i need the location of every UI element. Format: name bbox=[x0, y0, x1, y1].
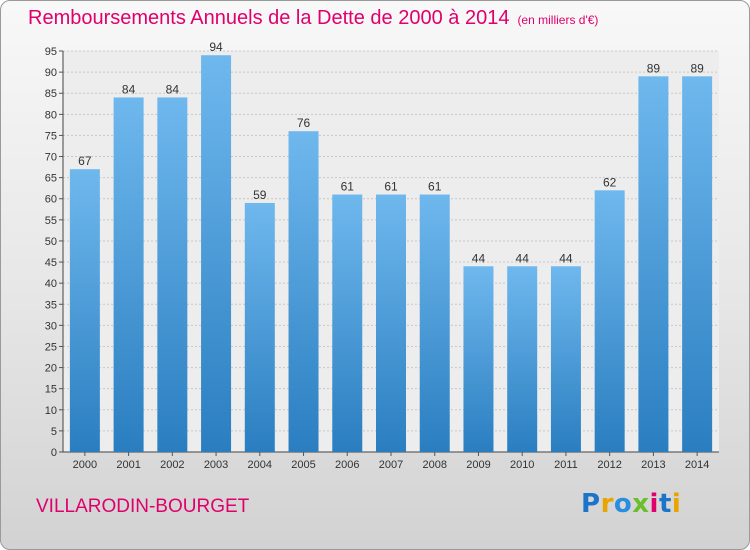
x-tick-label: 2002 bbox=[160, 459, 184, 471]
bar bbox=[288, 131, 319, 452]
bar-value-label: 84 bbox=[166, 82, 180, 96]
y-tick-label: 50 bbox=[45, 236, 57, 248]
bar bbox=[201, 55, 232, 452]
chart-unit: (en milliers d'€) bbox=[517, 13, 599, 27]
logo-letter: t bbox=[658, 489, 672, 519]
bar-value-label: 76 bbox=[297, 116, 311, 130]
x-tick-label: 2009 bbox=[466, 459, 490, 471]
y-tick-label: 85 bbox=[45, 88, 57, 100]
x-tick-label: 2000 bbox=[73, 459, 97, 471]
x-tick-label: 2013 bbox=[641, 459, 665, 471]
y-tick-label: 80 bbox=[45, 109, 57, 121]
bar bbox=[594, 190, 625, 452]
y-tick-label: 35 bbox=[45, 299, 57, 311]
y-tick-label: 75 bbox=[45, 130, 57, 142]
bar bbox=[69, 169, 100, 453]
x-tick-label: 2006 bbox=[335, 459, 359, 471]
chart-title: Remboursements Annuels de la Dette de 20… bbox=[28, 7, 598, 30]
y-tick-label: 5 bbox=[51, 426, 57, 438]
y-tick-label: 60 bbox=[45, 194, 57, 206]
bar-value-label: 44 bbox=[472, 251, 486, 265]
bar bbox=[157, 97, 188, 452]
y-tick-label: 20 bbox=[45, 363, 57, 375]
x-tick-label: 2010 bbox=[510, 459, 534, 471]
y-tick-label: 70 bbox=[45, 152, 57, 164]
bar-value-label: 59 bbox=[253, 188, 267, 202]
logo-letter: P bbox=[581, 489, 601, 519]
bar bbox=[507, 266, 538, 452]
municipality-name: VILLARODIN-BOURGET bbox=[36, 496, 250, 517]
logo-letter: i bbox=[671, 489, 682, 519]
bar bbox=[376, 194, 406, 452]
bar bbox=[638, 76, 669, 452]
bar-value-label: 89 bbox=[690, 61, 704, 75]
y-tick-label: 40 bbox=[45, 278, 57, 290]
logo-letter: i bbox=[649, 489, 659, 519]
chart-title-text: Remboursements Annuels de la Dette de 20… bbox=[28, 7, 510, 29]
y-tick-label: 15 bbox=[45, 384, 57, 396]
bar-value-label: 44 bbox=[559, 251, 573, 265]
y-tick-label: 0 bbox=[51, 447, 57, 459]
y-tick-label: 25 bbox=[45, 341, 57, 353]
y-tick-label: 45 bbox=[45, 257, 57, 269]
y-tick-label: 10 bbox=[45, 405, 57, 417]
bar bbox=[332, 194, 363, 452]
bar-value-label: 62 bbox=[603, 175, 617, 189]
proxiti-logo: Proxiti bbox=[581, 489, 681, 519]
bar bbox=[419, 194, 450, 452]
x-tick-label: 2014 bbox=[685, 459, 709, 471]
x-tick-label: 2001 bbox=[116, 459, 140, 471]
logo-letter: o bbox=[613, 489, 633, 519]
bar-value-label: 89 bbox=[647, 61, 661, 75]
bar-value-label: 61 bbox=[341, 180, 355, 194]
bar bbox=[113, 97, 144, 452]
bar-value-label: 67 bbox=[78, 154, 92, 168]
y-tick-label: 90 bbox=[45, 67, 57, 79]
bar bbox=[463, 266, 494, 452]
bar-value-label: 44 bbox=[516, 251, 530, 265]
y-tick-label: 55 bbox=[45, 215, 57, 227]
bar-value-label: 84 bbox=[122, 82, 136, 96]
y-tick-label: 30 bbox=[45, 320, 57, 332]
y-tick-label: 65 bbox=[45, 173, 57, 185]
bar-value-label: 94 bbox=[209, 40, 223, 54]
x-tick-label: 2008 bbox=[422, 459, 446, 471]
x-tick-label: 2005 bbox=[291, 459, 315, 471]
bar bbox=[550, 266, 581, 452]
bar bbox=[682, 76, 713, 452]
y-tick-label: 95 bbox=[45, 46, 57, 58]
x-tick-label: 2007 bbox=[379, 459, 403, 471]
x-tick-label: 2012 bbox=[597, 459, 621, 471]
logo-letter: r bbox=[600, 489, 614, 519]
logo-letter: x bbox=[632, 489, 650, 519]
bar-value-label: 61 bbox=[384, 180, 398, 194]
x-tick-label: 2003 bbox=[204, 459, 228, 471]
x-tick-label: 2004 bbox=[248, 459, 272, 471]
x-tick-label: 2011 bbox=[554, 459, 578, 471]
bar-value-label: 61 bbox=[428, 180, 442, 194]
bar bbox=[244, 202, 275, 452]
